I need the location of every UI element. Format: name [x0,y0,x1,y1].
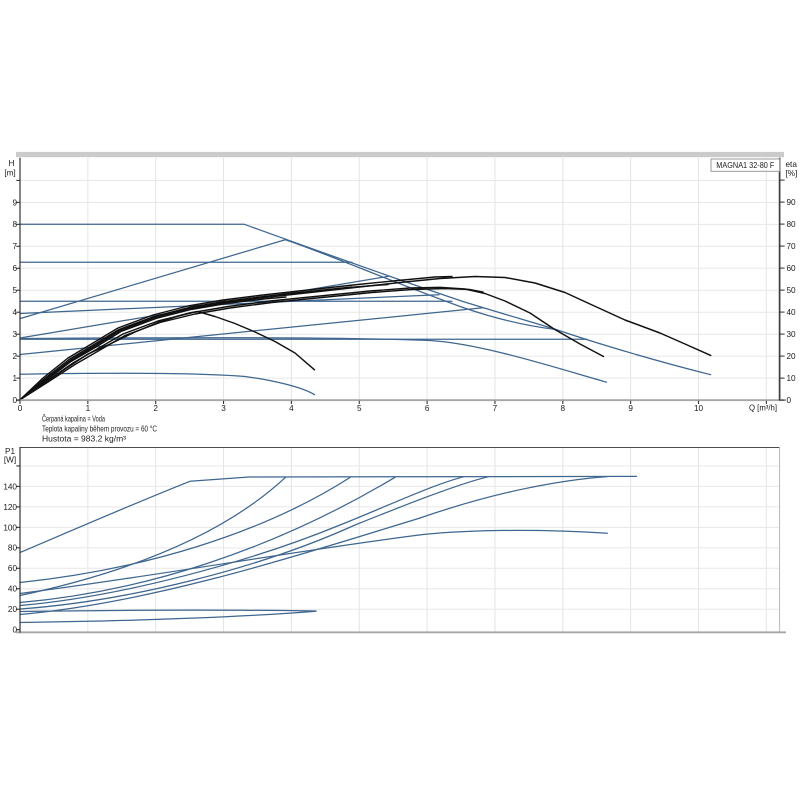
svg-text:2: 2 [12,352,17,361]
svg-text:9: 9 [628,404,633,413]
svg-text:5: 5 [12,286,17,295]
svg-text:60: 60 [787,264,797,273]
svg-text:4: 4 [12,308,17,317]
svg-text:7: 7 [493,404,498,413]
svg-text:0: 0 [12,626,17,635]
svg-text:9: 9 [12,198,17,207]
svg-text:30: 30 [787,330,797,339]
svg-text:Hustota = 983.2 kg/m³: Hustota = 983.2 kg/m³ [42,434,126,444]
svg-text:8: 8 [12,220,17,229]
svg-text:60: 60 [8,564,18,573]
svg-text:Q [m³/h]: Q [m³/h] [749,403,777,412]
svg-text:100: 100 [3,523,17,532]
svg-text:8: 8 [561,404,566,413]
svg-text:0: 0 [18,404,23,413]
svg-text:80: 80 [787,220,797,229]
svg-text:40: 40 [8,585,18,594]
svg-text:70: 70 [787,242,797,251]
svg-text:[m]: [m] [4,169,15,178]
svg-text:20: 20 [8,605,18,614]
svg-text:80: 80 [8,544,18,553]
svg-text:140: 140 [3,482,17,491]
svg-text:0: 0 [787,396,792,405]
svg-text:7: 7 [12,242,17,251]
svg-text:[%]: [%] [786,169,798,178]
svg-text:Teplota kapaliny během provozu: Teplota kapaliny během provozu = 60 °C [42,424,157,434]
svg-text:50: 50 [787,286,797,295]
svg-text:4: 4 [289,404,294,413]
svg-text:3: 3 [221,404,226,413]
svg-text:6: 6 [425,404,430,413]
svg-text:H: H [9,159,15,168]
svg-text:120: 120 [3,503,17,512]
svg-text:3: 3 [12,330,17,339]
svg-text:P1: P1 [5,447,15,456]
svg-text:Čerpaná kapalina = Voda: Čerpaná kapalina = Voda [42,413,105,423]
svg-text:1: 1 [86,404,91,413]
svg-text:6: 6 [12,264,17,273]
svg-text:5: 5 [357,404,362,413]
svg-text:10: 10 [787,374,797,383]
svg-text:[W]: [W] [4,456,16,465]
svg-text:0: 0 [12,396,17,405]
svg-text:20: 20 [787,352,797,361]
svg-text:90: 90 [787,198,797,207]
svg-text:40: 40 [787,308,797,317]
svg-text:eta: eta [786,160,798,169]
svg-text:1: 1 [12,374,17,383]
svg-text:10: 10 [694,404,704,413]
svg-text:2: 2 [153,404,158,413]
svg-text:MAGNA1 32-80 F: MAGNA1 32-80 F [716,161,774,170]
